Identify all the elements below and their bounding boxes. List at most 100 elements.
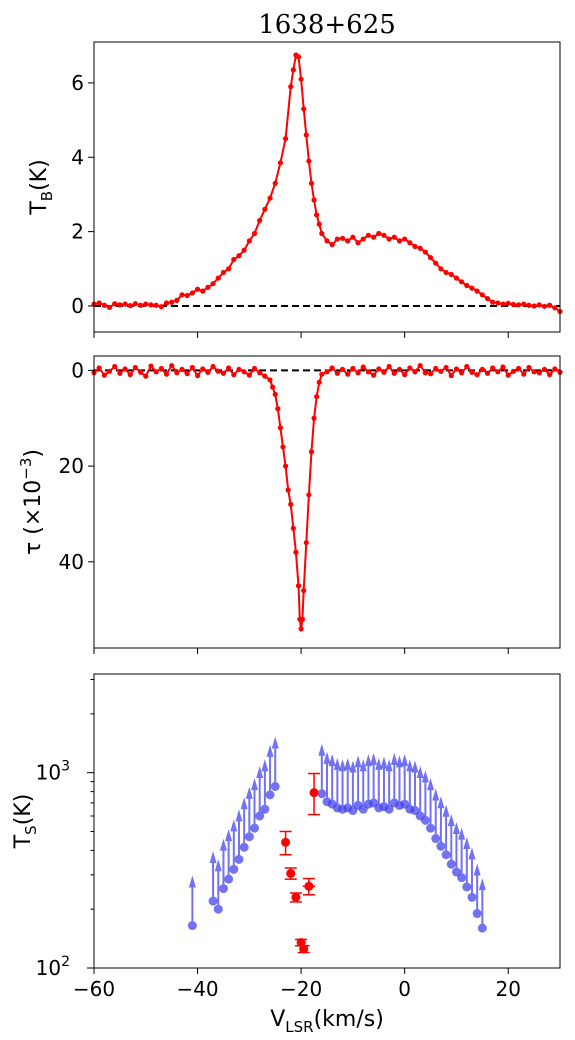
tb-data-point — [422, 249, 428, 255]
lower-limit-marker — [436, 796, 446, 851]
lower-limit-marker — [431, 788, 441, 844]
tb-data-point — [303, 132, 309, 138]
tau-data-point — [288, 501, 294, 507]
tb-data-point — [117, 302, 123, 308]
tb-data-point — [194, 286, 201, 292]
tb-data-point — [143, 301, 149, 307]
tau-data-point — [376, 366, 382, 372]
tau-data-point — [500, 364, 506, 370]
tau-data-point — [464, 363, 470, 370]
tb-data-point — [526, 302, 532, 308]
tau-data-point — [117, 370, 123, 376]
tau-data-point — [427, 371, 434, 377]
tau-data-point — [402, 372, 408, 378]
tau-data-point — [298, 626, 304, 632]
tb-data-point — [453, 275, 460, 281]
tb-data-point — [386, 236, 392, 242]
tau-data-point — [526, 364, 532, 371]
tau-data-point — [275, 406, 281, 412]
tau-data-point — [169, 362, 175, 369]
tb-data-point — [438, 266, 444, 272]
lower-limit-marker — [462, 836, 472, 892]
lower-limit-marker — [446, 814, 456, 869]
tau-data-point — [339, 366, 346, 373]
lower-limit-marker — [213, 859, 223, 914]
tau-data-point — [541, 366, 548, 373]
tau-data-point — [474, 372, 480, 378]
y-tick-label: 102 — [36, 954, 70, 980]
tb-data-point — [277, 160, 283, 166]
y-tick-label: 103 — [36, 759, 70, 785]
tb-data-point — [314, 212, 320, 218]
tb-data-point — [163, 300, 170, 306]
spin-temperature-panel: 102 103 −60 −40 −20 0 20 TS(K) VLSR(km/s) — [11, 673, 561, 1036]
lower-limit-marker — [187, 875, 197, 931]
tau-data-point — [205, 369, 211, 375]
tb-data-point — [308, 180, 315, 186]
tau-data-point — [531, 369, 537, 375]
tau-data-point — [106, 368, 113, 374]
tau-data-point — [132, 364, 139, 371]
tb-data-point — [311, 197, 317, 203]
tb-data-point — [521, 301, 527, 307]
lower-limit-marker — [426, 778, 436, 833]
tau-data-point — [536, 370, 542, 376]
tb-data-point — [360, 236, 366, 242]
lower-limit-marker — [353, 755, 363, 810]
tau-data-point — [96, 365, 102, 371]
tau-data-point — [257, 370, 263, 376]
lower-limit-marker — [218, 838, 228, 894]
tb-data-point — [282, 136, 289, 142]
tau-data-point — [515, 365, 522, 372]
tau-data-point — [505, 372, 511, 378]
tb-data-point — [464, 282, 470, 289]
detection-point — [308, 772, 321, 816]
tb-data-point — [257, 217, 263, 224]
tb-data-point — [484, 295, 491, 302]
lower-limit-marker — [229, 819, 239, 874]
tau-data-point — [386, 363, 392, 370]
tb-data-point — [324, 238, 330, 244]
tau-data-point — [360, 364, 366, 370]
tb-data-point — [443, 269, 449, 276]
tau-data-point — [158, 365, 164, 372]
lower-limit-marker — [208, 851, 218, 906]
tau-data-point — [365, 369, 372, 375]
tau-series-line — [93, 363, 561, 629]
y-axis-label: TB(K) — [27, 159, 56, 215]
tau-data-point — [495, 369, 501, 375]
tau-data-point — [189, 364, 195, 371]
tau-data-point — [282, 463, 289, 469]
tau-data-point — [174, 370, 180, 376]
tau-data-point — [236, 366, 242, 373]
tb-data-point — [350, 234, 356, 240]
tau-data-point — [179, 366, 185, 373]
tb-data-point — [365, 232, 372, 238]
x-tick-label: 0 — [398, 977, 411, 1001]
tb-data-point — [541, 303, 548, 309]
tb-data-point — [505, 300, 511, 306]
tau-data-point — [484, 370, 491, 376]
tau-data-point — [319, 371, 325, 377]
tb-data-point — [184, 292, 190, 299]
tb-data-point — [288, 84, 294, 90]
tb-data-point — [469, 285, 475, 291]
lower-limit-marker — [239, 797, 249, 852]
tau-data-point — [127, 372, 133, 378]
tb-data-point — [106, 304, 113, 311]
tb-data-point — [169, 299, 175, 305]
detection-point — [279, 830, 292, 856]
tau-data-point — [345, 371, 351, 377]
tau-data-point — [396, 366, 403, 373]
tb-data-point — [417, 245, 423, 251]
tb-data-point — [407, 240, 413, 246]
tb-data-point — [490, 299, 496, 305]
plot-frame — [93, 673, 561, 969]
tau-data-point — [267, 377, 273, 383]
y-tick-label: 0 — [71, 294, 84, 318]
tb-data-point — [205, 284, 211, 290]
tb-data-point — [112, 301, 118, 307]
tau-data-point — [311, 415, 317, 421]
tb-data-point — [215, 275, 221, 281]
lower-limit-marker — [265, 744, 275, 800]
